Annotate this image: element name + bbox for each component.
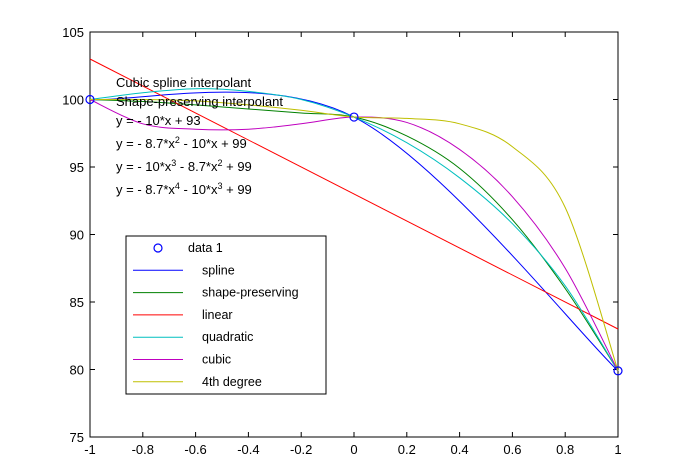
x-tick-label: 0.6 — [503, 442, 521, 457]
legend-label-shape-preserving: shape-preserving — [202, 286, 299, 300]
legend-label-4th-degree: 4th degree — [202, 375, 262, 389]
y-tick-label: 95 — [70, 160, 84, 175]
annotation-spline: Cubic spline interpolant — [116, 75, 252, 90]
data-point — [349, 112, 359, 122]
annotation-linear-eq: y = - 10*x + 93 — [116, 113, 201, 128]
x-axis: -1 -0.8 -0.6 -0.4 -0.2 0 0.2 0.4 0.6 0.8 1 — [84, 32, 622, 457]
x-tick-label: -0.4 — [237, 442, 259, 457]
x-tick-label: 0.8 — [556, 442, 574, 457]
x-tick-label: -0.6 — [184, 442, 206, 457]
annotation-cubic-eq: y = - 10*x3 - 8.7*x2 + 99 — [116, 158, 252, 174]
series-layer — [89, 58, 619, 372]
data-point — [85, 94, 95, 105]
x-tick-label: -1 — [84, 442, 96, 457]
legend-marker-data-1 — [153, 243, 163, 253]
data-points — [85, 94, 623, 376]
legend-label-data-1: data 1 — [188, 241, 223, 255]
y-tick-label: 85 — [70, 295, 84, 310]
annotation-quartic-eq: y = - 8.7*x4 - 10*x3 + 99 — [116, 181, 252, 197]
x-tick-label: 0.4 — [451, 442, 469, 457]
x-tick-label: -0.8 — [132, 442, 154, 457]
annotation-quadratic-eq: y = - 8.7*x2 - 10*x + 99 — [116, 135, 247, 151]
series-line-cubic — [89, 99, 619, 372]
series-line-linear — [89, 58, 619, 330]
x-tick-label: 0 — [350, 442, 357, 457]
annotations: Cubic spline interpolant Shape-preservin… — [116, 75, 283, 197]
y-tick-label: 75 — [70, 430, 84, 445]
legend-label-cubic: cubic — [202, 353, 231, 367]
data-point — [613, 366, 623, 376]
annotation-shape-preserving: Shape-preserving interpolant — [116, 94, 283, 109]
y-axis: 75 80 85 90 95 100 105 — [62, 25, 618, 445]
y-tick-label: 80 — [70, 363, 84, 378]
legend-label-spline: spline — [202, 263, 235, 277]
series-line-4th-degree — [89, 98, 619, 372]
legend-label-linear: linear — [202, 308, 233, 322]
legend: data 1 spline shape-preserving linear quadra… — [125, 235, 327, 395]
x-tick-label: 1 — [614, 442, 621, 457]
y-tick-label: 100 — [62, 93, 84, 108]
series-line-quadratic — [89, 88, 619, 372]
legend-label-quadratic: quadratic — [202, 330, 253, 344]
y-tick-label: 90 — [70, 228, 84, 243]
x-tick-label: 0.2 — [398, 442, 416, 457]
x-tick-label: -0.2 — [290, 442, 312, 457]
y-tick-label: 105 — [62, 25, 84, 40]
